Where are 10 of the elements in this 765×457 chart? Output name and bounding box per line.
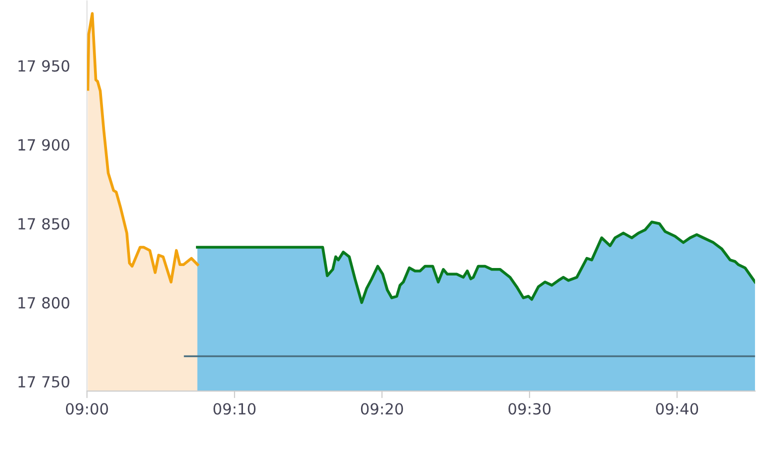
y-tick-label: 17 900 — [18, 139, 70, 151]
x-tick-label: 09:40 — [656, 403, 698, 415]
x-tick-label: 09:20 — [360, 403, 403, 415]
x-tick-label: 09:10 — [214, 403, 256, 415]
y-tick-label: 17 750 — [18, 376, 70, 388]
x-tick-label: 09:00 — [66, 403, 108, 415]
x-tick-label: 09:30 — [508, 403, 551, 415]
y-tick-label: 17 950 — [18, 60, 70, 72]
y-tick-label: 17 850 — [18, 218, 70, 230]
y-tick-label: 17 800 — [18, 297, 70, 309]
